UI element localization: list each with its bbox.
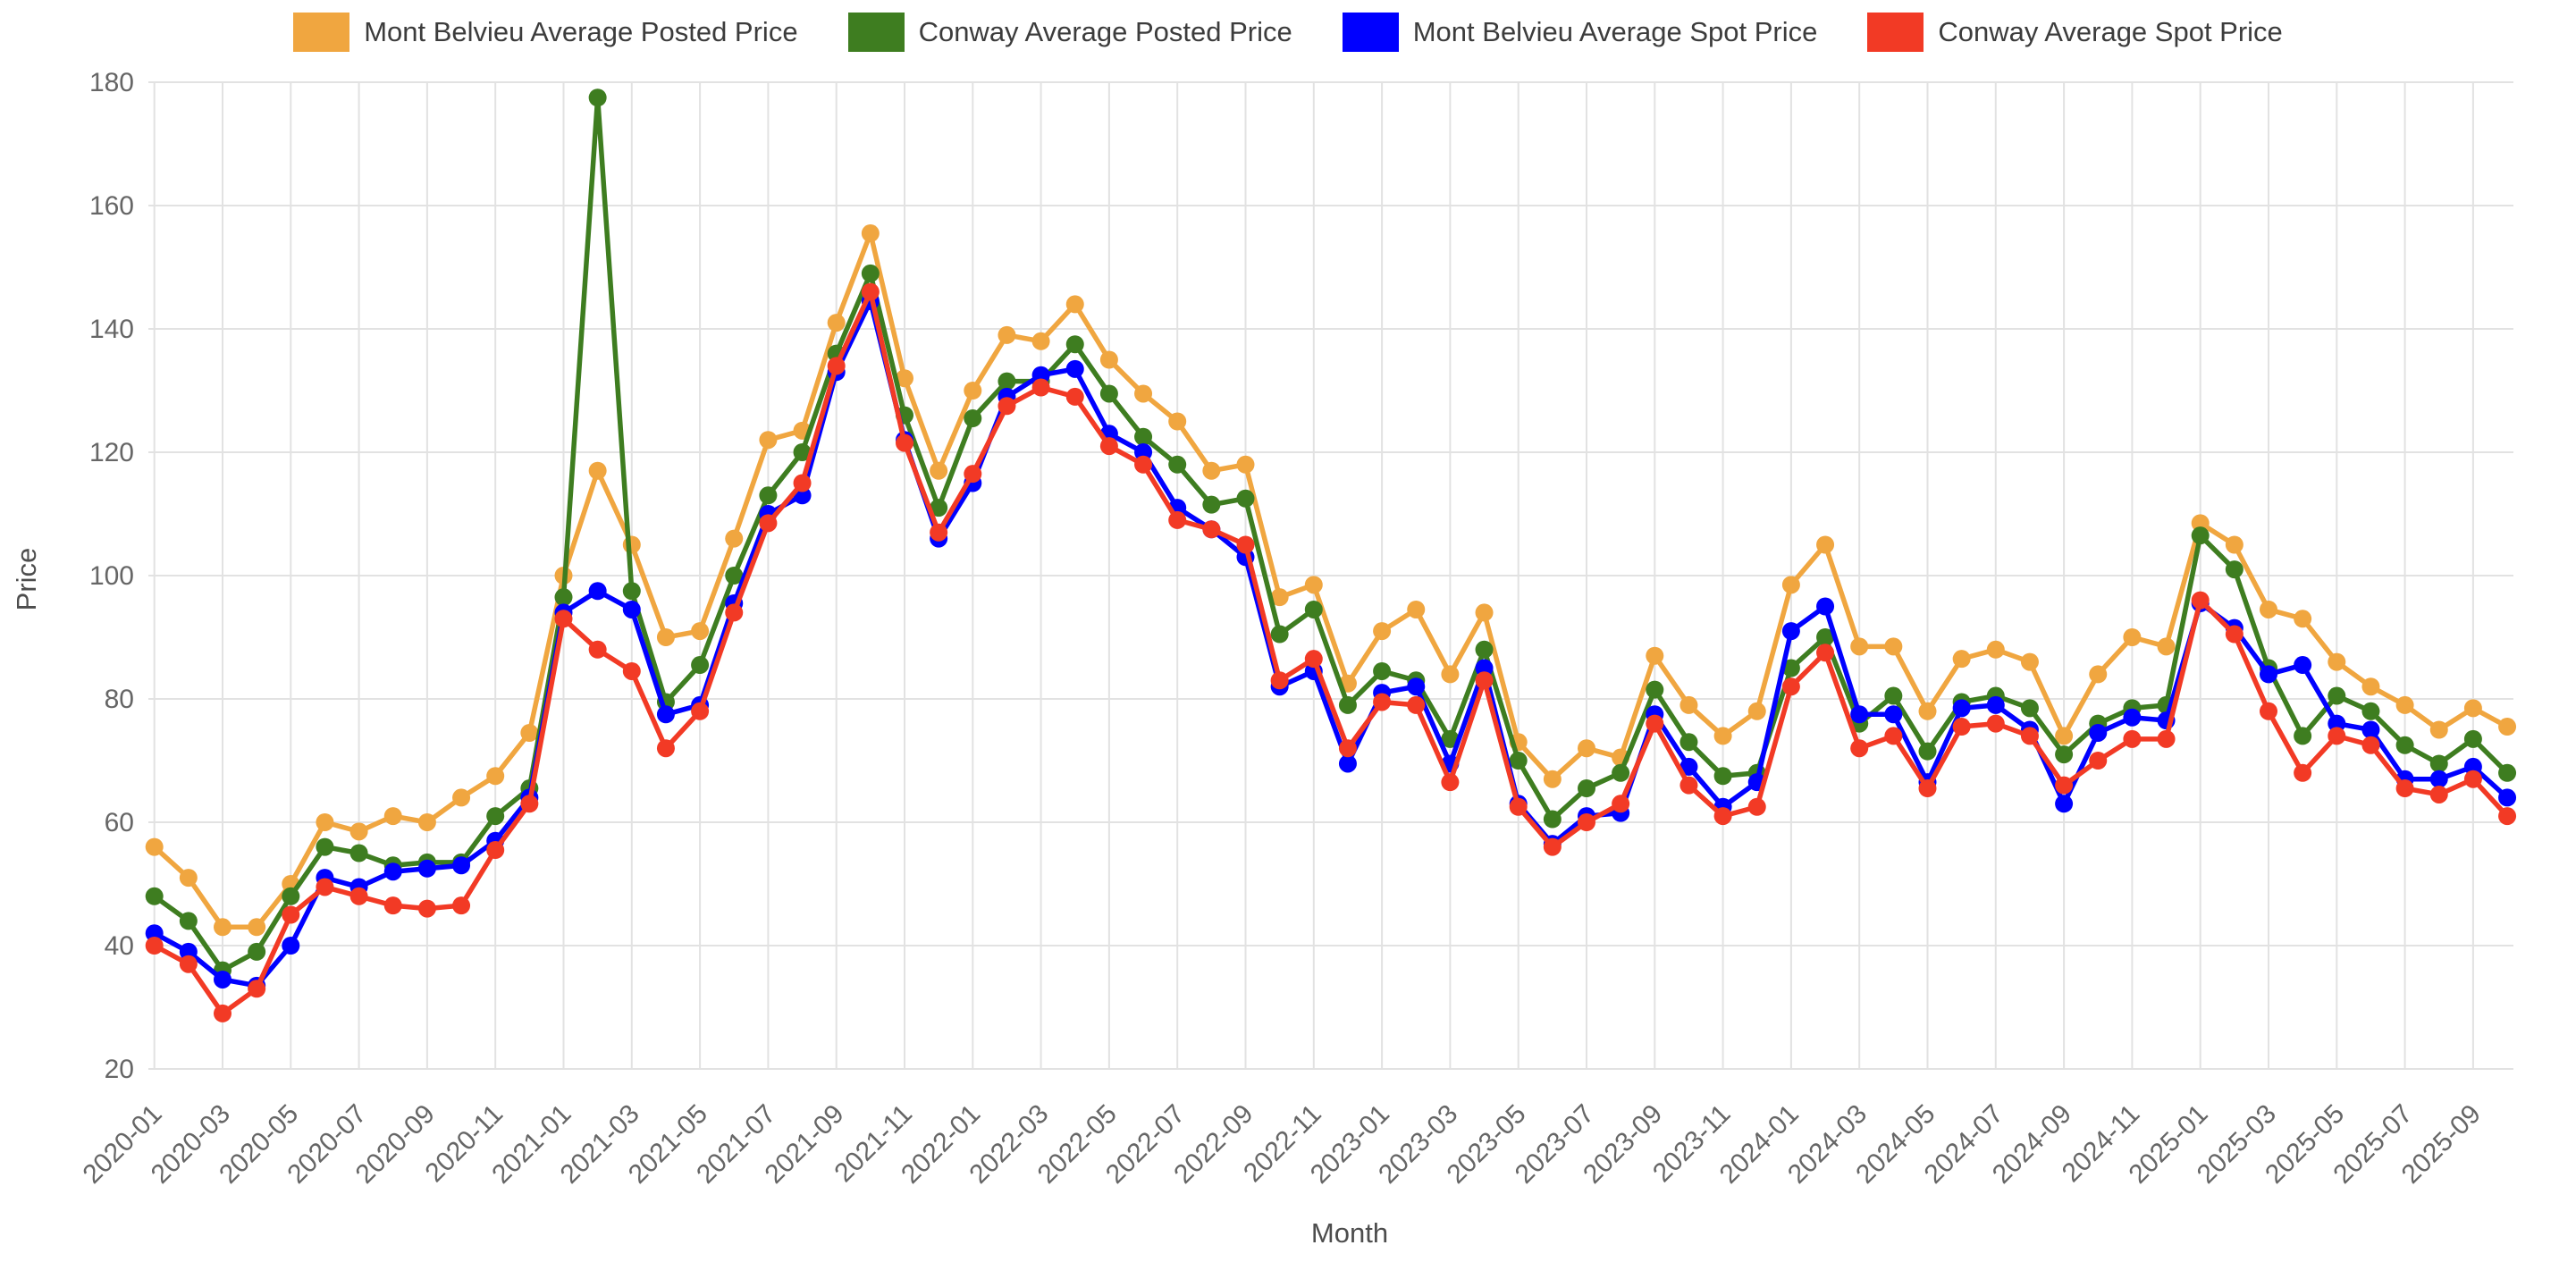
legend-swatch-icon xyxy=(847,13,905,52)
legend-item-0[interactable]: Mont Belvieu Average Posted Price xyxy=(293,13,798,52)
svg-text:60: 60 xyxy=(105,808,134,837)
svg-text:20: 20 xyxy=(105,1055,134,1084)
gridlines xyxy=(148,81,2513,1070)
legend-label: Mont Belvieu Average Posted Price xyxy=(364,16,798,47)
legend-item-2[interactable]: Mont Belvieu Average Spot Price xyxy=(1342,13,1818,52)
svg-text:180: 180 xyxy=(89,68,134,97)
x-axis-title: Month xyxy=(1311,1217,1388,1249)
legend-label: Conway Average Spot Price xyxy=(1938,16,2283,47)
svg-text:160: 160 xyxy=(89,191,134,221)
legend-label: Mont Belvieu Average Spot Price xyxy=(1412,16,1818,47)
svg-text:40: 40 xyxy=(105,931,134,961)
legend-label: Conway Average Posted Price xyxy=(918,16,1292,47)
svg-text:140: 140 xyxy=(89,315,134,344)
legend-item-3[interactable]: Conway Average Spot Price xyxy=(1867,13,2283,52)
legend-swatch-icon xyxy=(1867,13,1924,52)
svg-text:80: 80 xyxy=(105,685,134,714)
chart-legend: Mont Belvieu Average Posted Price Conway … xyxy=(0,13,2576,52)
svg-text:100: 100 xyxy=(89,561,134,591)
svg-text:120: 120 xyxy=(89,438,134,467)
legend-swatch-icon xyxy=(293,13,350,52)
legend-swatch-icon xyxy=(1342,13,1399,52)
x-axis-ticks: 2020-012020-032020-052020-072020-092020-… xyxy=(77,1099,2486,1190)
y-axis-ticks: 20 40 60 80 100 120 140 160 180 xyxy=(89,68,134,1084)
series xyxy=(145,88,2517,1022)
legend-item-1[interactable]: Conway Average Posted Price xyxy=(847,13,1292,52)
y-axis-title: Price xyxy=(11,548,42,611)
